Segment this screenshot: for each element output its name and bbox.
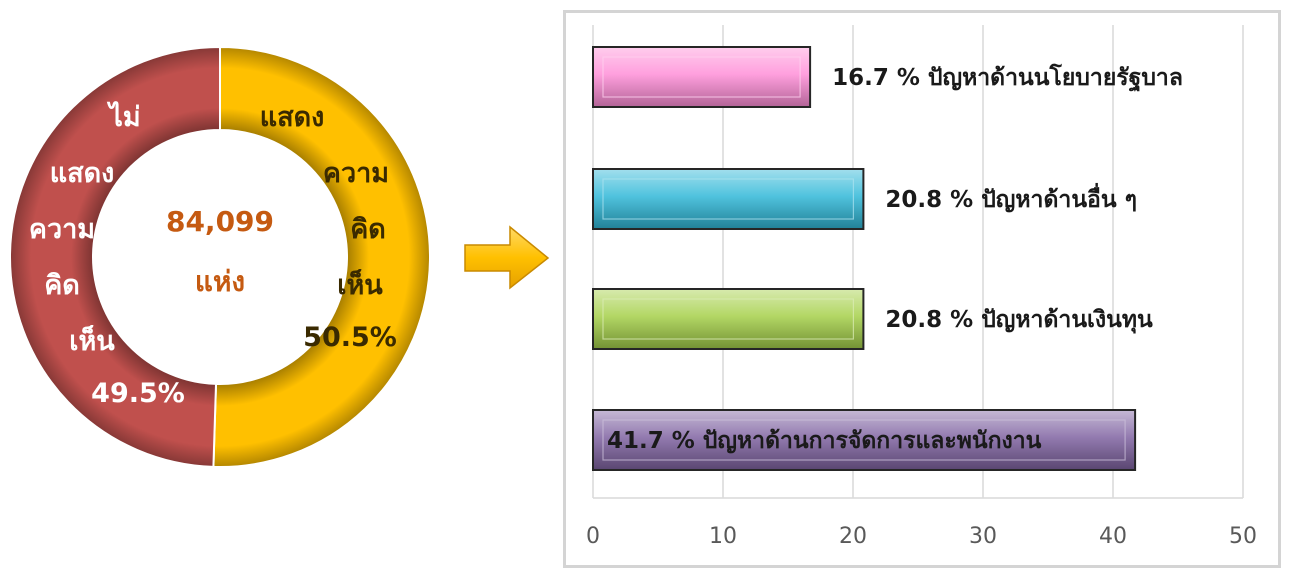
bar — [592, 168, 865, 230]
x-tick-label: 40 — [1099, 524, 1127, 549]
bar-chart-svg: 0 10 20 30 40 50 16.7 % ปัญหาด้านนโยบายรัฐบาล 2… — [586, 25, 1257, 549]
bar-bevel — [602, 419, 1126, 461]
donut-slice-label: เห็น — [337, 270, 383, 301]
bar-data-label: 41.7 % ปัญหาด้านการจัดการและพนักงาน — [607, 428, 1042, 454]
donut-slice-label: คิด — [350, 214, 386, 245]
donut-slice-0 — [212, 45, 431, 468]
x-tick-label: 10 — [709, 524, 737, 549]
x-tick-label: 20 — [839, 524, 867, 549]
bar-data-label: 20.8 % ปัญหาด้านเงินทุน — [885, 307, 1153, 334]
donut-center-value: 84,099 — [165, 205, 275, 238]
donut-slice-1 — [9, 45, 221, 468]
donut-slice-label: ไม่ — [109, 102, 141, 133]
bar-bevel — [602, 178, 854, 220]
bar-data-label: 16.7 % ปัญหาด้านนโยบายรัฐบาล — [832, 63, 1183, 92]
donut-slice-label: แสดง — [49, 158, 115, 189]
bar-data-label: 20.8 % ปัญหาด้านอื่น ๆ — [885, 182, 1137, 213]
donut-slice-label: แสดง — [259, 102, 325, 133]
bar-bevel — [602, 298, 854, 340]
donut-slice-percent: 49.5% — [91, 378, 185, 409]
donut-slice-label: เห็น — [69, 326, 115, 357]
bar — [592, 46, 812, 108]
donut-svg — [9, 45, 431, 468]
donut-slice-label: ความ — [28, 214, 96, 245]
bar-chart: 0 10 20 30 40 50 16.7 % ปัญหาด้านนโยบายรัฐบาล 2… — [563, 10, 1281, 568]
bar — [592, 288, 865, 350]
x-tick-label: 50 — [1229, 524, 1257, 549]
donut-slice-label: ความ — [322, 158, 390, 189]
right-arrow-icon — [455, 222, 555, 292]
donut-center-unit: แห่ง — [194, 265, 246, 298]
donut-slice-percent: 50.5% — [303, 322, 397, 353]
donut-slice-label: คิด — [44, 270, 80, 301]
donut-chart: แสดง ความ คิด เห็น 50.5% ไม่ แสดง ความ คิด เห็น 49… — [0, 0, 470, 574]
bar-bevel — [602, 56, 801, 98]
x-tick-label: 30 — [969, 524, 997, 549]
x-tick-label: 0 — [586, 524, 600, 549]
